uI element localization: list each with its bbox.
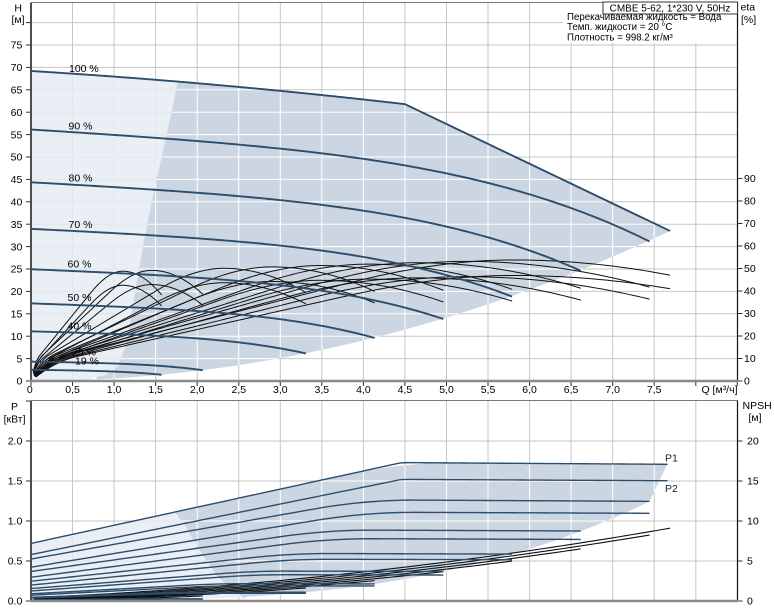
svg-text:90: 90 <box>744 173 756 185</box>
svg-text:1,0: 1,0 <box>107 384 122 396</box>
svg-text:[кВт]: [кВт] <box>4 414 26 426</box>
svg-text:70 %: 70 % <box>69 219 93 231</box>
svg-text:40: 40 <box>744 286 756 298</box>
svg-text:[м]: [м] <box>11 14 24 26</box>
svg-text:Q [м³/ч]: Q [м³/ч] <box>701 384 737 396</box>
svg-text:25 %: 25 % <box>72 347 96 359</box>
svg-text:5,0: 5,0 <box>439 384 454 396</box>
svg-text:10: 10 <box>11 331 23 343</box>
svg-text:90 %: 90 % <box>69 121 93 133</box>
svg-text:30: 30 <box>11 241 23 253</box>
svg-text:15: 15 <box>11 309 23 321</box>
svg-text:eta: eta <box>741 1 756 13</box>
svg-text:3,5: 3,5 <box>314 384 329 396</box>
svg-text:0: 0 <box>16 376 22 388</box>
svg-text:3,0: 3,0 <box>273 384 288 396</box>
svg-text:70: 70 <box>744 218 756 230</box>
svg-text:2,0: 2,0 <box>190 384 205 396</box>
svg-text:60: 60 <box>11 107 23 119</box>
svg-text:NPSH: NPSH <box>743 400 772 412</box>
svg-text:2,5: 2,5 <box>231 384 246 396</box>
svg-text:1,5: 1,5 <box>148 384 163 396</box>
svg-text:0: 0 <box>27 384 33 396</box>
svg-text:10: 10 <box>744 353 756 365</box>
svg-text:65: 65 <box>11 85 23 97</box>
svg-text:2.0: 2.0 <box>8 436 23 448</box>
svg-text:Плотность = 998.2 кг/м³: Плотность = 998.2 кг/м³ <box>567 32 673 43</box>
svg-text:75: 75 <box>11 40 23 52</box>
svg-text:CMBE 5-62, 1*230 V, 50Hz: CMBE 5-62, 1*230 V, 50Hz <box>610 4 731 15</box>
svg-text:H: H <box>14 2 22 14</box>
svg-text:7,5: 7,5 <box>647 384 662 396</box>
svg-text:20: 20 <box>744 331 756 343</box>
svg-text:5: 5 <box>16 353 22 365</box>
svg-text:80 %: 80 % <box>69 173 93 185</box>
svg-text:15: 15 <box>747 476 759 488</box>
svg-text:6,0: 6,0 <box>522 384 537 396</box>
svg-text:1.5: 1.5 <box>8 476 23 488</box>
svg-text:0: 0 <box>747 596 753 608</box>
svg-text:P1: P1 <box>665 453 678 465</box>
svg-text:0: 0 <box>744 376 750 388</box>
svg-text:4,5: 4,5 <box>398 384 413 396</box>
svg-text:5: 5 <box>747 556 753 568</box>
svg-text:60 %: 60 % <box>68 259 92 271</box>
svg-text:20: 20 <box>11 286 23 298</box>
svg-text:50: 50 <box>11 152 23 164</box>
svg-text:1.0: 1.0 <box>8 516 23 528</box>
svg-text:80: 80 <box>744 196 756 208</box>
svg-text:[м]: [м] <box>749 412 762 424</box>
svg-text:25: 25 <box>11 264 23 276</box>
svg-text:0,5: 0,5 <box>65 384 80 396</box>
svg-text:20: 20 <box>747 436 759 448</box>
svg-text:45: 45 <box>11 174 23 186</box>
svg-text:5,5: 5,5 <box>481 384 496 396</box>
svg-text:60: 60 <box>744 241 756 253</box>
svg-text:40: 40 <box>11 197 23 209</box>
svg-text:[%]: [%] <box>741 14 756 26</box>
svg-text:P2: P2 <box>665 483 678 495</box>
svg-text:6,5: 6,5 <box>564 384 579 396</box>
svg-text:30: 30 <box>744 308 756 320</box>
svg-text:Темп. жидкости = 20 °C: Темп. жидкости = 20 °C <box>567 22 672 33</box>
svg-text:Перекачиваемая жидкость = Вода: Перекачиваемая жидкость = Вода <box>567 12 722 23</box>
svg-text:50: 50 <box>744 263 756 275</box>
svg-text:35: 35 <box>11 219 23 231</box>
svg-text:0.0: 0.0 <box>8 596 23 608</box>
svg-text:P: P <box>11 401 18 413</box>
svg-text:19 %: 19 % <box>75 355 99 367</box>
svg-text:100 %: 100 % <box>69 63 99 75</box>
svg-text:4,0: 4,0 <box>356 384 371 396</box>
svg-text:50 %: 50 % <box>68 292 92 304</box>
svg-text:55: 55 <box>11 129 23 141</box>
svg-text:0.5: 0.5 <box>8 556 23 568</box>
svg-text:70: 70 <box>11 62 23 74</box>
svg-text:7,0: 7,0 <box>605 384 620 396</box>
svg-text:10: 10 <box>747 516 759 528</box>
svg-text:40 %: 40 % <box>68 320 92 332</box>
